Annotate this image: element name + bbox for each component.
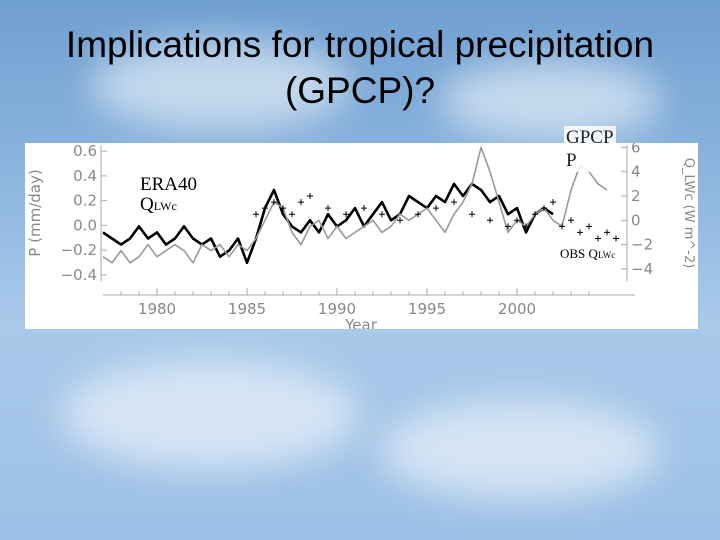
obs-subscript: LWc (597, 250, 616, 260)
obs-label: OBS QLWc (560, 246, 615, 262)
y-right-tick-label: 4 (631, 163, 641, 181)
chart-tick-labels: 1980 1985 1990 1995 2000 −0.4 −0.2 0.0 0.2 0.4 0.6… (26, 143, 696, 329)
chart: 1980 1985 1990 1995 2000 −0.4 −0.2 0.0 0.2 0.4 0.6… (26, 143, 696, 329)
obs-plus-marker (253, 211, 259, 218)
obs-plus-marker (577, 229, 583, 236)
obs-plus-marker (298, 199, 304, 206)
x-tick-label: 1985 (228, 300, 266, 318)
background-cloud (440, 60, 660, 140)
y-right-tick-label: 6 (631, 143, 641, 156)
gpcp-p-text: P (566, 150, 577, 171)
obs-plus-marker (505, 223, 511, 230)
chart-axes (100, 145, 635, 296)
obs-plus-marker (613, 235, 619, 242)
y-right-tick-label: 0 (631, 211, 641, 229)
y-right-tick-label: −2 (631, 236, 653, 254)
y-tick-label: 0.4 (73, 167, 97, 185)
y-tick-label: 0.6 (73, 143, 97, 160)
y-right-axis-title: Q_LWc (W m^-2) (681, 158, 696, 269)
background-cloud (90, 40, 350, 130)
obs-plus-marker (568, 217, 574, 224)
gpcp-series-line (102, 146, 608, 264)
y-tick-label: −0.2 (61, 241, 97, 259)
x-tick-label: 1980 (138, 300, 176, 318)
obs-plus-marker (559, 223, 565, 230)
obs-plus-marker (487, 217, 493, 224)
obs-plus-marker (433, 205, 439, 212)
x-tick-label: 1990 (318, 300, 356, 318)
obs-plus-marker (595, 235, 601, 242)
obs-plus-marker (469, 211, 475, 218)
gpcp-text: GPCP (566, 127, 614, 148)
q-subscript: LWc (153, 199, 177, 213)
obs-plus-marker (451, 199, 457, 206)
obs-plus-marker (262, 205, 268, 212)
era40-text: ERA40 (140, 174, 197, 195)
y-tick-label: −0.4 (61, 266, 97, 284)
obs-plus-marker (343, 211, 349, 218)
x-tick-label: 2000 (498, 300, 536, 318)
background-cloud (380, 400, 660, 500)
obs-plus-marker (550, 199, 556, 206)
chart-panel: 1980 1985 1990 1995 2000 −0.4 −0.2 0.0 0.2 0.4 0.6… (25, 143, 698, 329)
obs-plus-marker (289, 211, 295, 218)
obs-plus-marker (307, 193, 313, 199)
era40-label: ERA40 QLWc (140, 175, 197, 216)
obs-plus-marker (271, 199, 277, 206)
obs-plus-marker (541, 205, 547, 212)
obs-plus-marker (280, 205, 286, 212)
y-right-tick-label: 2 (631, 187, 641, 205)
obs-plus-marker (514, 217, 520, 224)
y-tick-label: 0.2 (73, 192, 97, 210)
obs-plus-marker (586, 223, 592, 230)
x-axis-title: Year (344, 316, 378, 329)
y-right-tick-label: −4 (631, 260, 653, 278)
obs-plus-marker (361, 205, 367, 212)
obs-plus-marker (523, 223, 529, 230)
slide-title: Implications for tropical precipitation … (0, 22, 720, 114)
obs-plus-marker (325, 205, 331, 212)
obs-plus-marker (379, 211, 385, 218)
x-tick-label: 1995 (408, 300, 446, 318)
obs-plus-marker (604, 229, 610, 236)
y-axis-title: P (mm/day) (26, 169, 44, 256)
obs-plus-marker (532, 211, 538, 218)
background-cloud (60, 360, 360, 470)
era40-series-line (102, 182, 554, 265)
q-text: Q (140, 194, 154, 215)
chart-series (102, 146, 619, 265)
obs-text: OBS Q (560, 246, 598, 261)
slide-title-line-2: (GPCP)? (284, 70, 436, 111)
obs-plus-marker (415, 211, 421, 218)
slide-title-line-1: Implications for tropical precipitation (65, 24, 655, 65)
obs-plus-marker (397, 217, 403, 224)
y-tick-label: 0.0 (73, 216, 97, 234)
gpcp-label: GPCP P (564, 126, 616, 172)
